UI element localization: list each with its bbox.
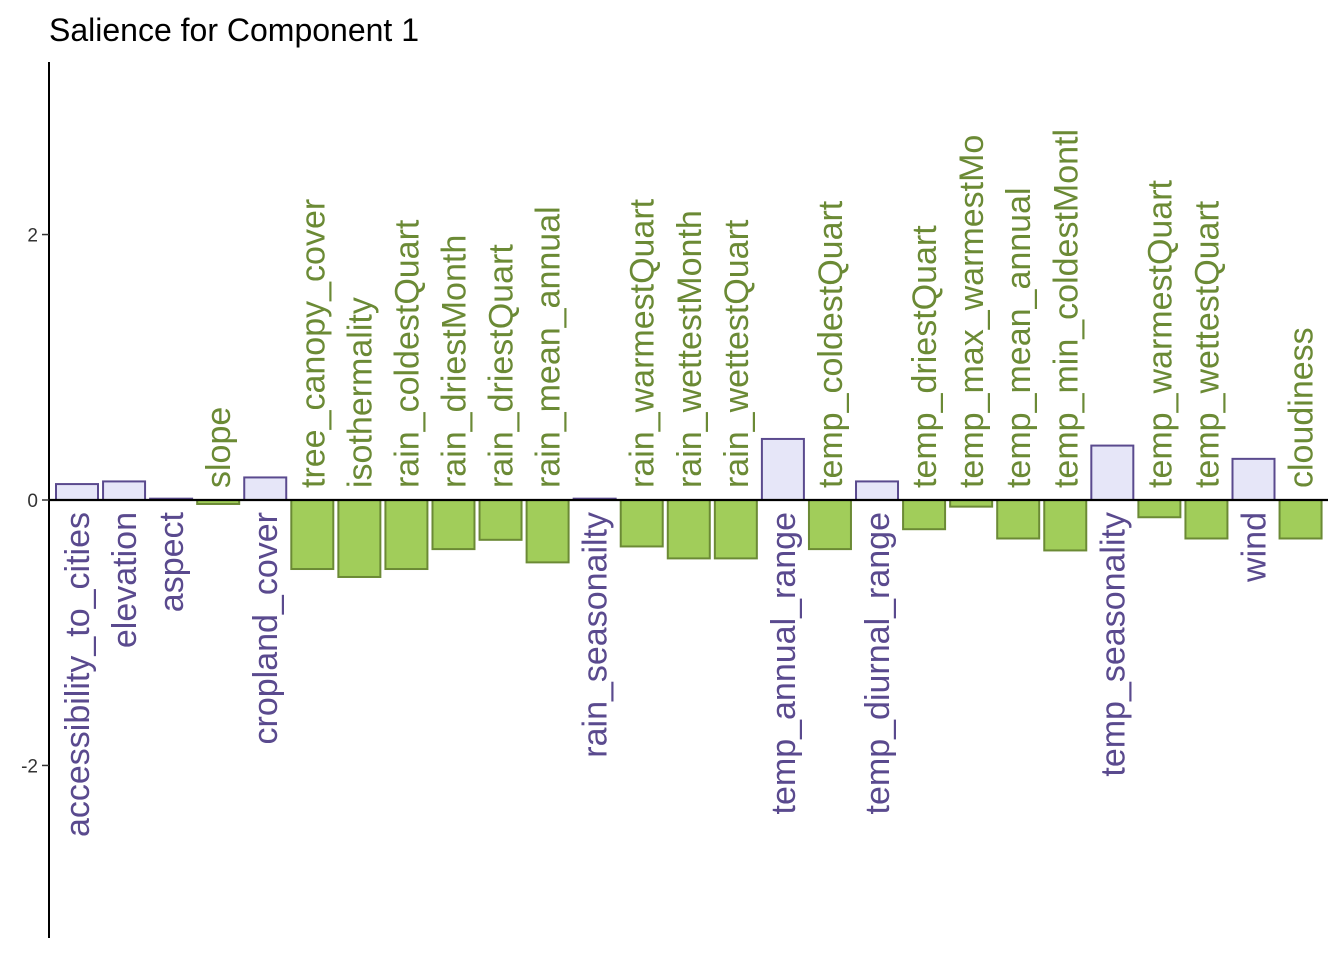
bar-label-aspect: aspect — [153, 511, 191, 612]
bar-labels: accessibility_to_cities elevation aspectsl… — [59, 129, 1321, 837]
bar-temp-driestQuart — [902, 499, 947, 531]
bar-isothermality — [337, 499, 382, 578]
bar-rain-coldestQuart — [384, 499, 429, 571]
bar-temp-min-coldestMontl — [1043, 499, 1088, 552]
bar-label-elevation: elevation — [106, 512, 144, 648]
bar-label-temp-warmestQuart: temp_warmestQuart — [1141, 179, 1179, 488]
bar-label-cropland-cover: cropland_cover — [247, 512, 285, 744]
bar-label-rain-driestQuart: rain_driestQuart — [483, 244, 521, 488]
y-tick-label: 2 — [27, 226, 38, 247]
y-axis: -2 0 2 — [21, 62, 50, 938]
bar-temp-wettestQuart — [1184, 499, 1229, 540]
bar-label-temp-driestQuart: temp_driestQuart — [906, 225, 944, 488]
y-tick-label: -2 — [21, 756, 38, 777]
y-tick-label: 0 — [27, 491, 38, 512]
bar-temp-annual-range — [760, 437, 805, 502]
bar-rain-wettestQuart — [713, 499, 758, 560]
chart-title: Salience for Component 1 — [49, 12, 419, 48]
bar-rain-mean-annual — [525, 499, 570, 564]
bar-rain-warmestQuart — [619, 499, 664, 548]
bar-label-rain-seasonailty: rain_seasonailty — [577, 512, 615, 758]
bar-label-isothermality: isothermality — [341, 297, 379, 488]
bar-label-rain-driestMonth: rain_driestMonth — [435, 235, 473, 488]
bar-label-rain-warmestQuart: rain_warmestQuart — [624, 198, 662, 488]
bar-temp-mean-annual — [996, 499, 1041, 540]
bar-cloudiness — [1278, 499, 1323, 540]
bar-label-slope: slope — [200, 407, 238, 488]
bar-label-wind: wind — [1236, 512, 1274, 583]
bar-temp-seasonality — [1090, 444, 1135, 501]
bars — [55, 437, 1323, 578]
bar-label-tree-canopy-cover: tree_canopy_cover — [294, 199, 332, 488]
bar-temp-warmestQuart — [1137, 499, 1182, 519]
bar-label-temp-diurnal-range: temp_diurnal_range — [859, 512, 897, 814]
bar-temp-coldestQuart — [807, 499, 852, 551]
bar-rain-driestMonth — [431, 499, 476, 551]
bar-wind — [1231, 457, 1276, 502]
bar-label-temp-max-warmestMo: temp_max_warmestMo — [953, 135, 991, 488]
bar-label-accessibility-to-cities: accessibility_to_cities — [59, 512, 97, 837]
bar-cropland-cover — [243, 476, 288, 502]
bar-accessibility-to-cities — [55, 483, 99, 501]
bar-rain-driestQuart — [478, 499, 523, 541]
bar-label-temp-min-coldestMontl: temp_min_coldestMontl — [1047, 129, 1085, 488]
bar-label-temp-mean-annual: temp_mean_annual — [1000, 187, 1038, 488]
bar-rain-wettestMonth — [666, 499, 711, 560]
bar-label-cloudiness: cloudiness — [1283, 327, 1321, 488]
bar-temp-diurnal-range — [855, 480, 900, 501]
bar-label-temp-seasonality: temp_seasonality — [1094, 512, 1132, 777]
bar-label-rain-wettestQuart: rain_wettestQuart — [718, 219, 756, 488]
bar-elevation — [102, 480, 147, 501]
bar-label-rain-coldestQuart: rain_coldestQuart — [388, 219, 426, 488]
bar-tree-canopy-cover — [290, 499, 335, 571]
bar-label-temp-coldestQuart: temp_coldestQuart — [812, 200, 850, 488]
bar-label-rain-mean-annual: rain_mean_annual — [530, 206, 568, 488]
bar-label-temp-wettestQuart: temp_wettestQuart — [1188, 200, 1226, 488]
bar-label-temp-annual-range: temp_annual_range — [765, 512, 803, 814]
bar-label-rain-wettestMonth: rain_wettestMonth — [671, 210, 709, 488]
